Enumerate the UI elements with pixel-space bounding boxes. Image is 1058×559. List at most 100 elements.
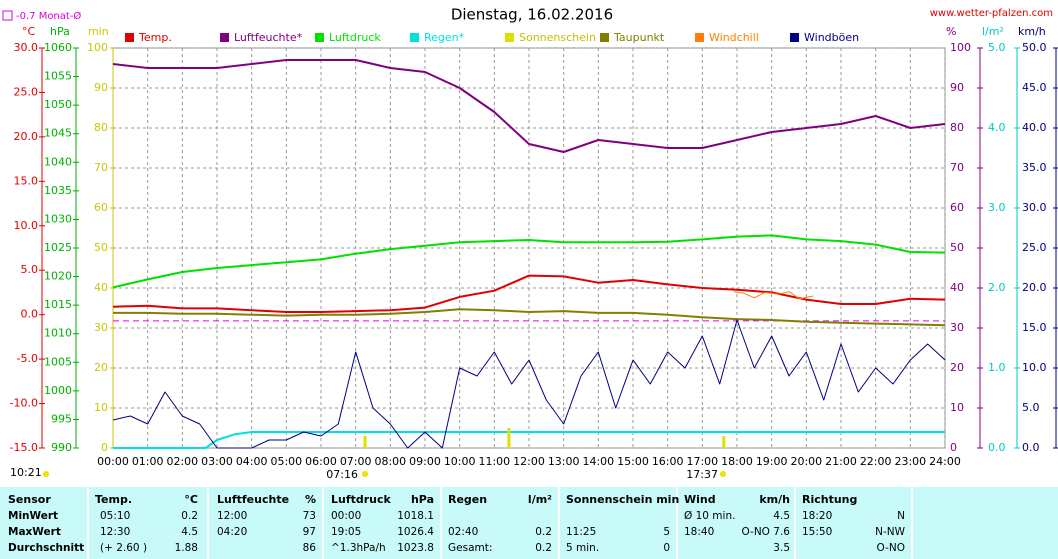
y-tick-label: 1000	[44, 384, 72, 397]
axis-unit: min	[88, 25, 109, 38]
legend-label: Temp.	[138, 31, 172, 44]
axis-unit: l/m²	[982, 25, 1004, 38]
y-tick-label: 10	[950, 401, 964, 414]
y-tick-label: 50	[950, 241, 964, 254]
y-tick-label: 0	[101, 441, 108, 454]
sunshine-bar	[507, 428, 511, 448]
table-cell: 15:50	[802, 526, 832, 538]
sun-icon	[43, 471, 49, 477]
legend-label: Luftdruck	[329, 31, 381, 44]
series-line	[113, 431, 945, 449]
x-tick-label: 12:00	[513, 455, 545, 468]
table-cell: 11:25	[566, 526, 596, 538]
x-tick-label: 15:00	[617, 455, 649, 468]
x-tick-label: 16:00	[652, 455, 684, 468]
y-tick-label: 100	[87, 41, 108, 54]
table-header: Sonnenschein min	[566, 493, 679, 506]
sunset: 17:37	[686, 468, 718, 481]
y-tick-label: 0.0	[21, 308, 39, 321]
y-tick-label: 25.0	[1022, 241, 1047, 254]
y-tick-label: 1055	[44, 70, 72, 83]
table-cell: 86	[303, 542, 317, 554]
x-tick-label: 08:00	[374, 455, 406, 468]
y-tick-label: 5.0	[988, 41, 1006, 54]
x-tick-label: 19:00	[756, 455, 788, 468]
x-tick-label: 10:00	[444, 455, 476, 468]
x-tick-label: 23:00	[894, 455, 926, 468]
table-cell: 18:20	[802, 510, 832, 522]
table-header: Richtung	[802, 493, 857, 506]
table-header: Wind	[684, 493, 716, 506]
y-tick-label: 100	[950, 41, 971, 54]
x-tick-label: 03:00	[201, 455, 233, 468]
table-header: %	[305, 493, 316, 506]
y-tick-label: 2.0	[988, 281, 1006, 294]
table-cell: 12:30	[100, 526, 130, 538]
legend-swatch	[505, 33, 514, 42]
y-tick-label: 5.0	[1022, 401, 1040, 414]
table-cell: 12:00	[217, 510, 247, 522]
y-tick-label: 80	[94, 121, 108, 134]
y-tick-label: 70	[950, 161, 964, 174]
y-tick-label: 50	[94, 241, 108, 254]
table-cell: 0	[663, 542, 670, 554]
legend-swatch	[220, 33, 229, 42]
x-tick-label: 07:00	[340, 455, 372, 468]
legend-label: Sonnenschein	[519, 31, 596, 44]
ref-label: -0.7 Monat-Ø	[16, 10, 81, 22]
y-tick-label: 1050	[44, 98, 72, 111]
table-cell: O-NO	[877, 542, 905, 554]
y-tick-label: 80	[950, 121, 964, 134]
y-tick-label: 45.0	[1022, 81, 1047, 94]
table-cell: O-NO 7.6	[741, 526, 790, 538]
y-tick-label: 3.0	[988, 201, 1006, 214]
legend-label: Regen*	[424, 31, 465, 44]
table-cell: 05:10	[100, 510, 130, 522]
legend-swatch	[125, 33, 134, 42]
table-cell: 19:05	[331, 526, 361, 538]
series-line	[733, 291, 814, 300]
sunset-icon	[720, 471, 726, 477]
table-cell: 4.5	[181, 526, 198, 538]
y-tick-label: 0.0	[1022, 441, 1040, 454]
series-line	[112, 59, 946, 153]
y-tick-label: 1025	[44, 241, 72, 254]
table-cell: 3.5	[773, 542, 790, 554]
y-tick-label: 20.0	[1022, 281, 1047, 294]
legend-label: Windchill	[709, 31, 759, 44]
day-length: 10:21	[10, 466, 42, 479]
table-cell: Gesamt:	[448, 542, 492, 554]
y-tick-label: 1015	[44, 298, 72, 311]
y-tick-label: 1020	[44, 270, 72, 283]
y-tick-label: -5.0	[17, 352, 38, 365]
y-tick-label: 30.0	[14, 41, 39, 54]
table-cell: 0.2	[181, 510, 198, 522]
legend-swatch	[410, 33, 419, 42]
x-tick-label: 13:00	[548, 455, 580, 468]
row-label: Durchschnitt	[8, 542, 84, 554]
table-header: °C	[184, 493, 198, 506]
y-tick-label: 25.0	[14, 85, 39, 98]
sunrise: 07:16	[326, 468, 358, 481]
y-tick-label: 30	[950, 321, 964, 334]
table-cell: (+ 2.60 )	[100, 542, 147, 554]
table-header: hPa	[411, 493, 434, 506]
table-cell: 0.2	[535, 542, 552, 554]
axis-unit: km/h	[1018, 25, 1046, 38]
series-line	[113, 308, 946, 327]
y-tick-label: 70	[94, 161, 108, 174]
y-tick-label: 20	[950, 361, 964, 374]
table-cell: 02:40	[448, 526, 478, 538]
x-tick-label: 18:00	[721, 455, 753, 468]
table-header: Temp.	[95, 493, 132, 506]
table-cell: ^1.3hPa/h	[331, 542, 386, 554]
y-tick-label: 20	[94, 361, 108, 374]
series-line	[112, 274, 946, 313]
sunshine-bar	[722, 436, 726, 448]
x-tick-label: 14:00	[582, 455, 614, 468]
y-tick-label: -10.0	[10, 397, 38, 410]
table-cell: N-NW	[875, 526, 905, 538]
y-tick-label: 50.0	[1022, 41, 1047, 54]
legend-label: Taupunkt	[613, 31, 665, 44]
